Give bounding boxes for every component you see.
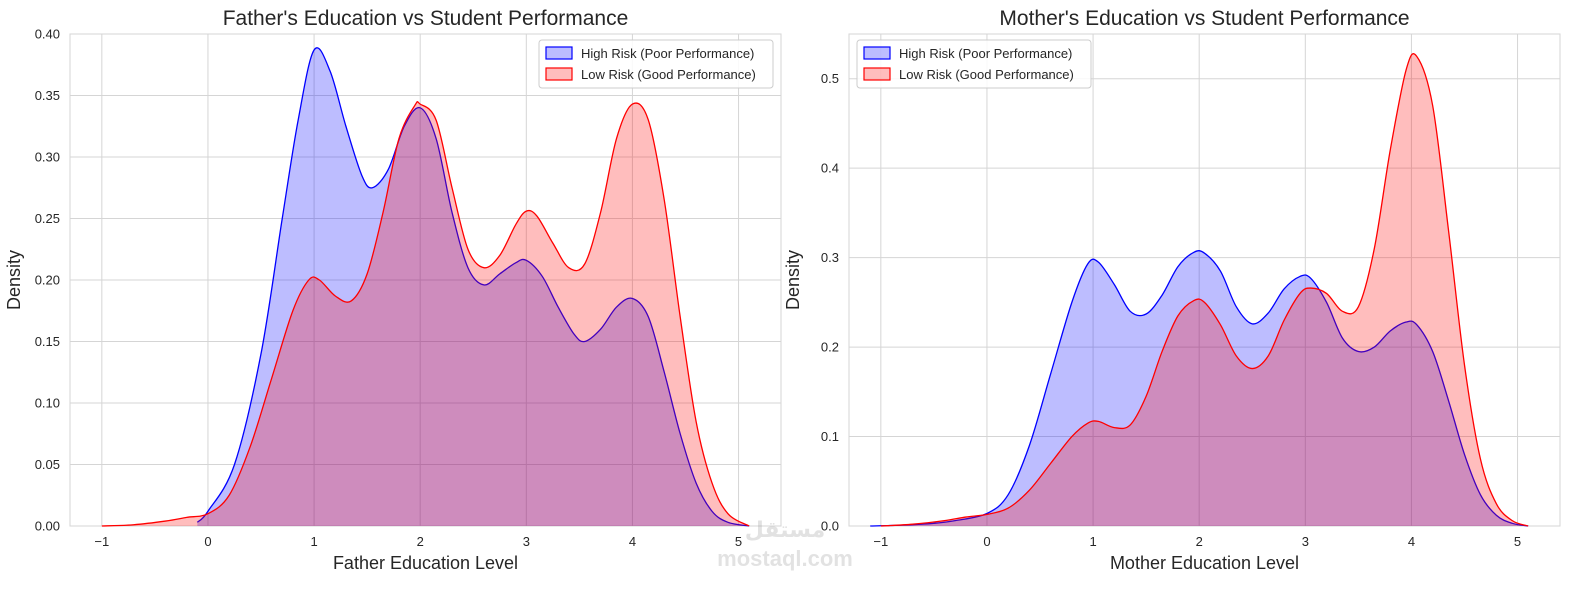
x-tick-label: 4	[1408, 534, 1415, 549]
chart-panel-2: −1 0 1 2 3 4 5 0.0 0.1 0.2 0.3 0.4 0.5 Mother's Educa…	[783, 7, 1561, 573]
y-tick-label: 0.15	[35, 334, 60, 349]
x-tick-label: −1	[873, 534, 888, 549]
chart-panel-1: −1 0 1 2 3 4 5 0.00 0.05 0.10 0.15 0.20 0.25 0.30 0.35…	[4, 7, 782, 573]
series-line-low-risk	[101, 101, 750, 527]
x-tick-label: 1	[310, 534, 317, 549]
series-line-high-risk	[870, 250, 1529, 527]
legend-label: Low Risk (Good Performance)	[899, 67, 1074, 82]
y-axis-label: Density	[4, 250, 24, 310]
x-tick-label: 1	[1089, 534, 1096, 549]
x-tick-label: 3	[523, 534, 530, 549]
y-tick-label: 0.25	[35, 211, 60, 226]
chart-title: Mother's Education vs Student Performanc…	[999, 7, 1409, 30]
series-area-low-risk	[101, 101, 750, 526]
y-tick-label: 0.2	[821, 340, 839, 355]
y-tick-label: 0.20	[35, 273, 60, 288]
x-tick-label: 3	[1302, 534, 1309, 549]
x-tick-label: −1	[94, 534, 109, 549]
series-area-low-risk	[880, 53, 1529, 526]
x-axis-label: Father Education Level	[333, 553, 518, 573]
y-tick-label: 0.00	[35, 519, 60, 534]
series-line-high-risk	[196, 47, 750, 527]
x-tick-label: 0	[983, 534, 990, 549]
watermark: مستقل mostaql.com	[717, 517, 853, 571]
y-tick-label: 0.10	[35, 396, 60, 411]
y-tick-label: 0.5	[821, 71, 839, 86]
y-tick-label: 0.05	[35, 457, 60, 472]
chart-title: Father's Education vs Student Performanc…	[223, 7, 629, 30]
y-tick-label: 0.40	[35, 27, 60, 42]
y-tick-label: 0.1	[821, 429, 839, 444]
series-area-high-risk	[197, 47, 750, 526]
x-tick-label: 5	[1514, 534, 1521, 549]
legend: High Risk (Poor Performance) Low Risk (Go…	[856, 39, 1092, 89]
y-tick-label: 0.35	[35, 88, 60, 103]
legend-label: High Risk (Poor Performance)	[581, 46, 754, 61]
legend-swatch	[545, 46, 573, 60]
watermark-latin: mostaql.com	[717, 546, 853, 571]
legend-label: High Risk (Poor Performance)	[899, 46, 1072, 61]
series-area-high-risk	[870, 250, 1529, 526]
legend: High Risk (Poor Performance) Low Risk (Go…	[538, 39, 774, 89]
legend-swatch	[863, 46, 891, 60]
legend-swatch	[863, 67, 891, 81]
legend-box	[856, 39, 1092, 89]
y-tick-label: 0.30	[35, 150, 60, 165]
plot-frame	[69, 33, 782, 527]
legend-label: Low Risk (Good Performance)	[581, 67, 756, 82]
y-tick-label: 0.4	[821, 161, 839, 176]
x-axis-label: Mother Education Level	[1110, 553, 1299, 573]
plot-frame	[848, 33, 1561, 527]
y-tick-label: 0.0	[821, 519, 839, 534]
y-tick-label: 0.3	[821, 250, 839, 265]
legend-box	[538, 39, 774, 89]
x-tick-label: 2	[1196, 534, 1203, 549]
x-tick-label: 4	[629, 534, 636, 549]
legend-swatch	[545, 67, 573, 81]
y-axis-label: Density	[783, 250, 803, 310]
x-tick-label: 0	[204, 534, 211, 549]
watermark-arabic: مستقل	[745, 517, 825, 542]
series-line-low-risk	[880, 53, 1529, 527]
x-tick-label: 5	[735, 534, 742, 549]
x-tick-label: 2	[417, 534, 424, 549]
panels: −1 0 1 2 3 4 50.000.050.100.150.200.250.300.35…	[4, 7, 1561, 573]
